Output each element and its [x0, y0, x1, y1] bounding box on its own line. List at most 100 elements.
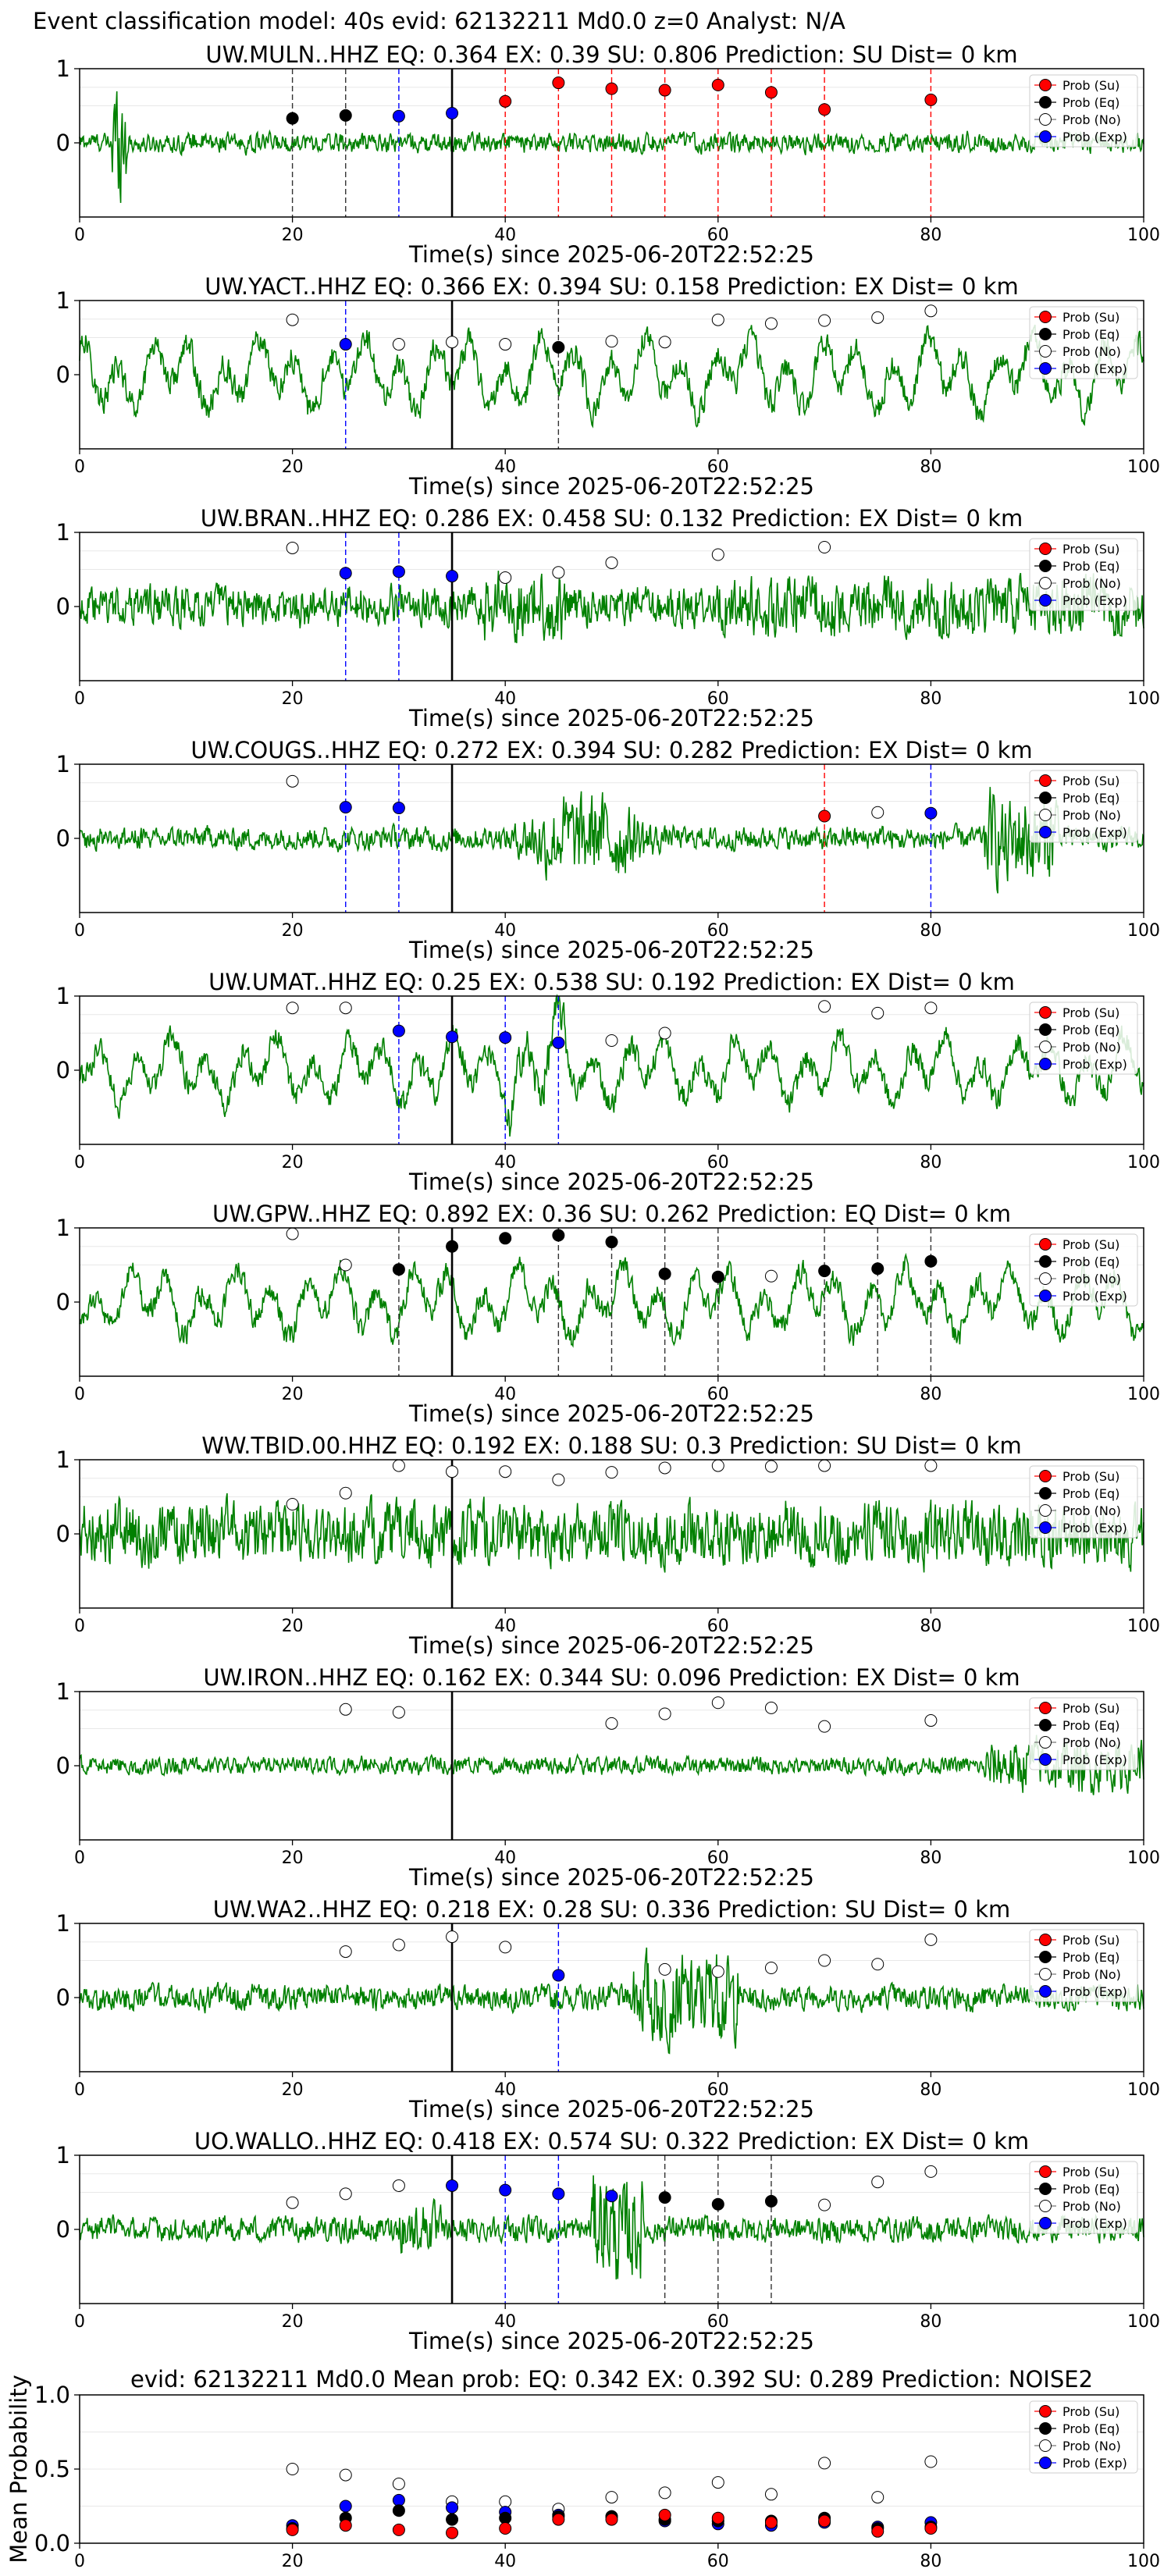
prob-marker-no	[871, 2176, 884, 2189]
legend-label: Prob (No)	[1062, 112, 1121, 127]
y-tick-label: 1	[56, 519, 70, 546]
prob-marker-su	[924, 93, 938, 106]
prob-marker-no	[711, 548, 724, 561]
x-tick-label: 80	[920, 2080, 941, 2100]
station-panel: UW.MULN..HHZ EQ: 0.364 EX: 0.39 SU: 0.80…	[56, 41, 1160, 268]
legend-marker-no	[1039, 1041, 1052, 1053]
y-tick-label: 1	[56, 1446, 70, 1473]
legend: Prob (Su) Prob (Eq) Prob (No) Prob (Exp)	[1029, 1465, 1138, 1539]
legend-label: Prob (Eq)	[1062, 559, 1119, 574]
legend-marker-no	[1039, 577, 1052, 589]
legend-label: Prob (Su)	[1062, 1237, 1119, 1252]
mean-probability-panel: evid: 62132211 Md0.0 Mean prob: EQ: 0.34…	[5, 2366, 1160, 2571]
prob-marker-exp	[392, 802, 405, 815]
x-tick-label: 100	[1127, 1617, 1160, 1636]
x-tick-label: 100	[1127, 689, 1160, 709]
legend-box	[1029, 1233, 1138, 1307]
legend-marker-exp	[1039, 130, 1052, 143]
legend-label: Prob (No)	[1062, 344, 1121, 359]
prob-marker-eq	[658, 2191, 671, 2204]
prob-marker-eq	[286, 112, 299, 125]
x-tick-label: 60	[707, 2312, 729, 2332]
x-tick-label: 80	[920, 1617, 941, 1636]
x-tick-label: 100	[1127, 226, 1160, 245]
legend-label: Prob (Exp)	[1062, 593, 1127, 608]
x-tick-label: 0	[74, 1848, 85, 1868]
x-tick-label: 20	[282, 1385, 304, 1404]
prob-marker-no	[552, 566, 565, 579]
x-tick-label: 80	[920, 921, 941, 941]
x-tick-label: 0	[74, 689, 85, 709]
x-tick-label: 60	[707, 457, 729, 477]
x-tick-label: 20	[282, 921, 304, 941]
legend-marker-no	[1039, 1504, 1052, 1517]
prob-marker-no	[286, 774, 299, 788]
prob-marker-no	[764, 1269, 778, 1283]
legend-label: Prob (Su)	[1062, 2165, 1119, 2179]
legend-marker-su	[1039, 311, 1052, 323]
prob-marker-su	[764, 86, 778, 99]
mean-marker-su	[818, 2514, 831, 2528]
mean-marker-su	[711, 2511, 724, 2524]
legend-box	[1029, 306, 1138, 379]
prob-marker-no	[711, 313, 724, 326]
x-tick-label: 60	[707, 1617, 729, 1636]
prob-marker-no	[871, 806, 884, 819]
prob-marker-no	[446, 1930, 459, 1944]
y-tick-label: 0	[56, 593, 70, 620]
legend-label: Prob (Su)	[1062, 1469, 1119, 1484]
mean-marker-su	[499, 2522, 512, 2535]
panel-title: WW.TBID.00.HHZ EQ: 0.192 EX: 0.188 SU: 0…	[201, 1432, 1022, 1459]
prob-marker-eq	[392, 1263, 405, 1276]
mean-marker-su	[339, 2519, 352, 2532]
x-tick-label: 20	[282, 457, 304, 477]
y-tick-label: 0	[56, 825, 70, 852]
prob-marker-eq	[818, 1265, 831, 1278]
prob-marker-no	[764, 1962, 778, 1974]
legend-label: Prob (Su)	[1062, 310, 1119, 325]
legend-marker-su	[1039, 1006, 1052, 1019]
x-tick-label: 40	[494, 2080, 516, 2100]
legend-label: Prob (Su)	[1062, 2404, 1119, 2419]
x-tick-label: 0	[74, 1153, 85, 1172]
x-tick-label: 100	[1127, 2552, 1160, 2571]
panel-title: UW.WA2..HHZ EQ: 0.218 EX: 0.28 SU: 0.336…	[213, 1896, 1011, 1923]
prob-marker-exp	[446, 107, 459, 119]
legend-label: Prob (Su)	[1062, 774, 1119, 788]
mean-marker-no	[924, 2455, 938, 2468]
x-tick-label: 80	[920, 226, 941, 245]
x-tick-label: 0	[74, 2552, 85, 2571]
y-tick-label: 0.5	[34, 2456, 70, 2482]
legend-label: Prob (No)	[1062, 1735, 1121, 1750]
prob-marker-no	[818, 2198, 831, 2211]
prob-marker-no	[286, 313, 299, 326]
prob-marker-eq	[552, 340, 565, 354]
prob-marker-no	[392, 1706, 405, 1719]
legend-marker-su	[1039, 2165, 1052, 2178]
prob-marker-no	[339, 1945, 352, 1959]
prob-marker-eq	[711, 2197, 724, 2211]
prob-marker-exp	[392, 109, 405, 123]
station-panel: UW.GPW..HHZ EQ: 0.892 EX: 0.36 SU: 0.262…	[56, 1201, 1160, 1427]
mean-marker-su	[658, 2508, 671, 2521]
legend: Prob (Su) Prob (Eq) Prob (No) Prob (Exp)	[1029, 2161, 1138, 2234]
mean-marker-su	[924, 2522, 938, 2535]
prob-marker-no	[764, 317, 778, 330]
prob-marker-exp	[552, 1969, 565, 1982]
legend-label: Prob (Exp)	[1062, 130, 1127, 144]
prob-marker-no	[286, 1227, 299, 1240]
y-tick-label: 1	[56, 1678, 70, 1705]
legend-marker-no	[1039, 1272, 1052, 1285]
mean-legend: Prob (Su) Prob (Eq) Prob (No) Prob (Exp)	[1029, 2400, 1138, 2474]
prob-marker-no	[711, 1696, 724, 1710]
x-tick-label: 60	[707, 226, 729, 245]
legend-label: Prob (Exp)	[1062, 1057, 1127, 1072]
prob-marker-no	[392, 1459, 405, 1472]
legend-label: Prob (No)	[1062, 1967, 1121, 1982]
prob-marker-no	[605, 556, 618, 569]
legend: Prob (Su) Prob (Eq) Prob (No) Prob (Exp)	[1029, 1002, 1138, 1075]
waveform-trace	[79, 1252, 1144, 1348]
prob-marker-no	[818, 1000, 831, 1013]
legend-box	[1029, 2400, 1138, 2474]
